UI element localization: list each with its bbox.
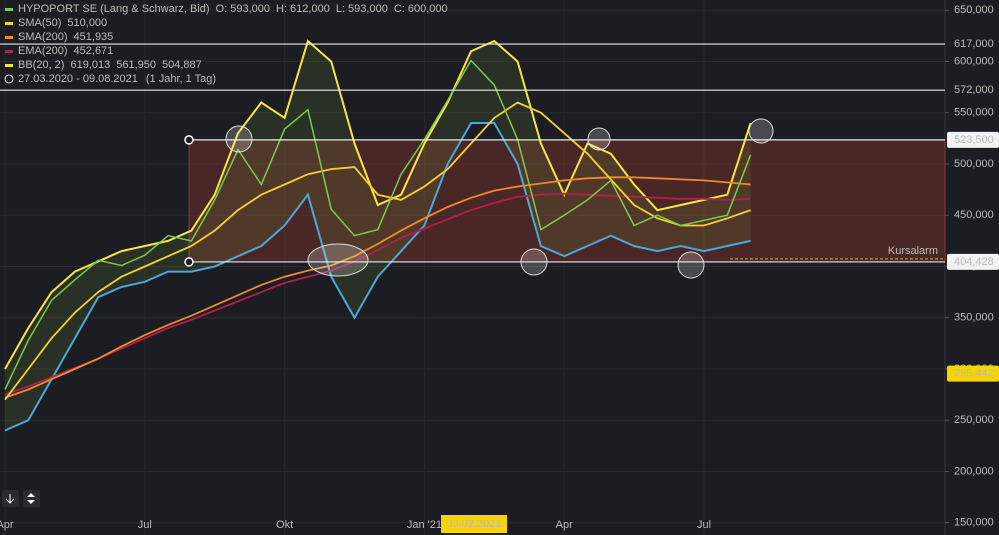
legend-value: H: 612,000 (276, 3, 330, 15)
level-label: 404,428 (954, 256, 994, 268)
legend-name: SMA(200) (18, 31, 68, 43)
date-range: 27.03.2020 - 09.08.2021 (18, 73, 138, 85)
price-tag (947, 365, 999, 382)
x-tick-label: Apr (556, 519, 573, 531)
legend-swatch (5, 50, 13, 53)
y-tick-label: 500,000 (954, 158, 994, 170)
legend-swatch (5, 64, 13, 67)
legend-swatch (5, 36, 13, 39)
y-tick-label: 650,000 (954, 4, 994, 16)
legend-name: BB(20, 2) (18, 59, 64, 71)
toolbar-button[interactable] (23, 490, 40, 507)
y-tick-label: 600,000 (954, 55, 994, 67)
series-line (4, 39, 752, 370)
series-line (4, 59, 752, 390)
legend-swatch (5, 22, 13, 25)
legend-value: 504,887 (162, 59, 202, 71)
x-tick-label: Jul (697, 519, 711, 531)
level-tag (947, 131, 999, 148)
highlight-circle (520, 248, 548, 276)
series-line (4, 101, 751, 401)
legend-value: 619,013 (70, 59, 110, 71)
x-tick-label: Okt (276, 519, 293, 531)
highlight-circle (677, 251, 705, 279)
x-tick-label: Apr (0, 519, 14, 531)
zone-handle (184, 257, 194, 267)
y-tick-label: 550,000 (954, 107, 994, 119)
legend-value: C: 600,000 (394, 3, 448, 15)
x-tick-label: Jul (138, 519, 152, 531)
highlight-circle (225, 125, 253, 153)
clock-icon (4, 74, 14, 84)
period: (1 Jahr, 1 Tag) (146, 73, 216, 85)
cursor-label: 03.02.2021 (446, 518, 501, 530)
legend-value: 561,950 (116, 59, 156, 71)
highlight-circle (748, 118, 774, 144)
y-tick-label: 350,000 (954, 312, 994, 324)
cursor-tag (441, 515, 507, 533)
overlay (2, 118, 774, 507)
legend: HYPOPORT SE (Lang & Schwarz, Bid) O: 593,… (4, 3, 448, 85)
bollinger-fill (5, 40, 751, 431)
y-tick-label: 450,000 (954, 209, 994, 221)
level-tag (947, 253, 999, 270)
series-line (4, 122, 751, 432)
highlight-circle (307, 243, 369, 277)
y-tick-label: 250,000 (954, 414, 994, 426)
alarm-label: Kursalarm (888, 245, 938, 257)
price-tag-label: 295,442 (954, 368, 994, 380)
legend-value: 451,935 (74, 31, 114, 43)
legend-name: EMA(200) (18, 45, 68, 57)
legend-swatch (5, 8, 13, 11)
download-icon (5, 494, 15, 504)
highlight-circle (587, 127, 611, 151)
level-label: 572,000 (954, 84, 994, 96)
y-tick-label: 200,000 (954, 465, 994, 477)
legend-name: SMA(50) (18, 17, 61, 29)
alarm-zone (188, 139, 946, 263)
zone-handle (184, 135, 194, 145)
series-line (4, 176, 751, 399)
level-label: 523,500 (954, 134, 994, 146)
legend-name: HYPOPORT SE (Lang & Schwarz, Bid) (18, 3, 210, 15)
x-tick-label: Jan '21 (407, 519, 442, 531)
legend-value: 510,000 (67, 17, 107, 29)
level-label: 617,000 (954, 38, 994, 50)
scale-icon (27, 493, 35, 504)
legend-value: 452,671 (74, 45, 114, 57)
y-tick-label: 150,000 (954, 517, 994, 529)
legend-value: O: 593,000 (216, 3, 270, 15)
legend-value: L: 593,000 (336, 3, 388, 15)
